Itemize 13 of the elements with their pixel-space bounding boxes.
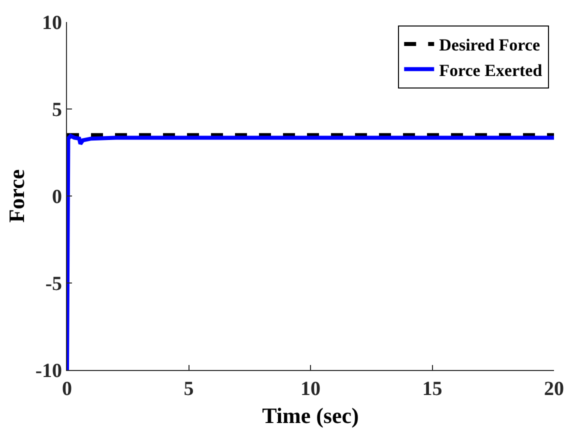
legend-label: Desired Force [439,36,540,55]
legend-label: Force Exerted [439,60,543,80]
x-tick-label: 20 [544,378,564,400]
y-axis-title: Force [4,169,30,223]
y-tick-label: 0 [52,186,62,208]
y-tick-label: 10 [42,12,62,34]
x-tick-label: 10 [300,378,320,400]
y-tick-label: -5 [45,273,62,295]
x-axis-title: Time (sec) [262,402,359,428]
x-tick-label: 15 [422,378,442,400]
y-tick-label: 5 [52,99,62,121]
x-tick-label: 5 [184,378,194,400]
y-tick-label: -10 [35,360,62,382]
